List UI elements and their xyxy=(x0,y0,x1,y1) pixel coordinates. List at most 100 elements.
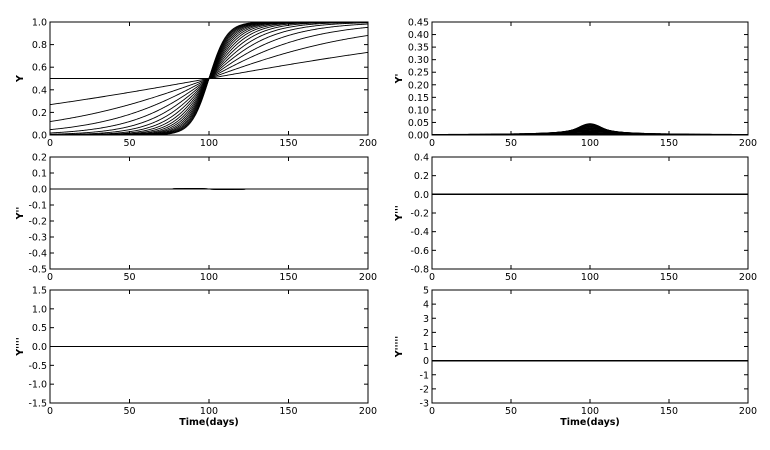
x-tick-label: 0 xyxy=(429,272,435,283)
y-tick-label: 0.1 xyxy=(32,169,47,180)
chart-panel-3: 0 50 100 150 200 -0.5 -0.4 -0.3 -0.2 -0.1 0.0 0.1 0.… xyxy=(15,153,377,284)
series-line xyxy=(432,125,748,135)
y-axis-label: Y' xyxy=(394,74,405,85)
y-tick-label: -1.5 xyxy=(28,399,47,410)
series-group xyxy=(50,188,368,190)
y-tick-label: 1.0 xyxy=(32,304,47,315)
x-tick-label: 50 xyxy=(505,272,517,283)
x-tick-label: 150 xyxy=(279,272,297,283)
x-tick-label: 100 xyxy=(581,138,599,149)
y-tick-label: -0.4 xyxy=(28,249,47,260)
x-tick-label: 0 xyxy=(429,406,435,417)
y-tick-label: 0.40 xyxy=(408,30,429,41)
x-tick-label: 50 xyxy=(123,138,135,149)
x-tick-label: 200 xyxy=(739,138,757,149)
y-tick-label: 0.00 xyxy=(408,131,429,142)
y-tick-label: 0 xyxy=(423,356,429,367)
y-tick-label: 0.05 xyxy=(408,118,429,129)
y-tick-label: 0.2 xyxy=(414,171,429,182)
y-tick-label: 0.15 xyxy=(408,93,429,104)
x-tick-label: 0 xyxy=(47,272,53,283)
series-line xyxy=(432,124,748,135)
x-tick-label: 50 xyxy=(123,272,135,283)
y-tick-label: 0.0 xyxy=(32,342,47,353)
y-tick-label: 2 xyxy=(423,328,429,339)
y-tick-label: -0.4 xyxy=(410,227,429,238)
x-tick-label: 0 xyxy=(47,138,53,149)
y-tick-label: -2 xyxy=(420,384,429,395)
plot-frame xyxy=(431,156,749,270)
x-tick-label: 100 xyxy=(200,406,218,417)
y-tick-label: 3 xyxy=(423,314,429,325)
x-tick-label: 150 xyxy=(660,138,678,149)
y-tick-label: -0.1 xyxy=(28,201,47,212)
y-tick-label: 1.0 xyxy=(32,18,47,29)
chart-panel-2: 0 50 100 150 200 0.00 0.05 0.100.15 0.200.25 0.30… xyxy=(394,18,757,150)
y-tick-label: -1.0 xyxy=(28,380,47,391)
y-tick-label: 5 xyxy=(423,286,429,297)
y-tick-label: 0.6 xyxy=(32,63,47,74)
y-tick-label: 0.25 xyxy=(408,68,429,79)
series-group xyxy=(50,22,368,135)
y-tick-label: -0.8 xyxy=(410,265,429,276)
plot-frame xyxy=(431,21,749,136)
y-tick-label: -0.6 xyxy=(410,246,429,257)
y-tick-label: 1 xyxy=(423,342,429,353)
y-tick-label: -0.3 xyxy=(28,233,47,244)
y-tick-label: 0.45 xyxy=(408,18,429,29)
chart-panel-1: 0 50 100 150 200 0.0 0.2 0.4 0.6 0.8 1.0 Y xyxy=(15,18,377,150)
x-tick-label: 200 xyxy=(739,272,757,283)
series-line xyxy=(50,22,368,135)
plot-frame xyxy=(49,156,369,270)
y-tick-label: 4 xyxy=(423,300,429,311)
y-tick-label: -0.5 xyxy=(28,265,47,276)
y-tick-label: 0.30 xyxy=(408,55,429,66)
chart-panel-4: 0 50 100 150 200 -0.8 -0.6 -0.4 -0.2 0.0 0.2 0.4 Y''… xyxy=(394,153,757,284)
chart-panel-5: 0 50 100 150 200 -1.5 -1.0 -0.5 0.0 0.5 1.0 1.5 Y'''… xyxy=(15,286,377,429)
y-tick-label: -0.2 xyxy=(28,217,47,228)
x-tick-label: 100 xyxy=(581,272,599,283)
x-tick-label: 200 xyxy=(359,272,377,283)
x-tick-label: 200 xyxy=(359,138,377,149)
y-axis-label: Y''''' xyxy=(394,336,405,358)
chart-panel-6: 0 50 100 150 200 -3 -2 -1 0 1 2 3 4 5 Y''''' Time(days) xyxy=(394,286,757,429)
x-tick-label: 50 xyxy=(505,406,517,417)
x-axis-label: Time(days) xyxy=(560,417,620,428)
y-tick-label: -1 xyxy=(420,370,429,381)
x-tick-label: 100 xyxy=(200,272,218,283)
y-axis-label: Y''' xyxy=(394,205,405,222)
x-axis-label: Time(days) xyxy=(179,417,239,428)
y-tick-label: 0.10 xyxy=(408,105,429,116)
y-tick-label: 0.0 xyxy=(32,185,47,196)
series-line xyxy=(432,125,748,135)
x-tick-label: 150 xyxy=(660,272,678,283)
y-tick-label: 0.20 xyxy=(408,80,429,91)
x-tick-label: 150 xyxy=(279,406,297,417)
x-tick-label: 100 xyxy=(200,138,218,149)
y-tick-label: 0.0 xyxy=(32,131,47,142)
y-axis-label: Y'' xyxy=(15,207,26,221)
x-tick-label: 0 xyxy=(429,138,435,149)
y-tick-label: 0.5 xyxy=(32,323,47,334)
y-axis-label: Y xyxy=(15,75,26,83)
plot-frame xyxy=(431,289,749,404)
y-tick-label: 0.2 xyxy=(32,108,47,119)
x-tick-label: 0 xyxy=(47,406,53,417)
y-tick-label: 0.8 xyxy=(32,40,47,51)
x-tick-label: 150 xyxy=(279,138,297,149)
series-line xyxy=(432,123,748,135)
y-tick-label: 0.2 xyxy=(32,153,47,164)
x-tick-label: 200 xyxy=(359,406,377,417)
y-tick-label: 0.4 xyxy=(32,85,47,96)
y-tick-label: -3 xyxy=(420,399,429,410)
x-tick-label: 50 xyxy=(123,406,135,417)
y-tick-label: 0.4 xyxy=(414,153,429,164)
x-tick-label: 200 xyxy=(739,406,757,417)
y-axis-label: Y'''' xyxy=(15,337,26,357)
x-tick-label: 50 xyxy=(505,138,517,149)
y-tick-label: -0.2 xyxy=(410,209,429,220)
y-tick-label: 0.35 xyxy=(408,43,429,54)
x-tick-label: 150 xyxy=(660,406,678,417)
y-tick-label: 1.5 xyxy=(32,286,47,297)
